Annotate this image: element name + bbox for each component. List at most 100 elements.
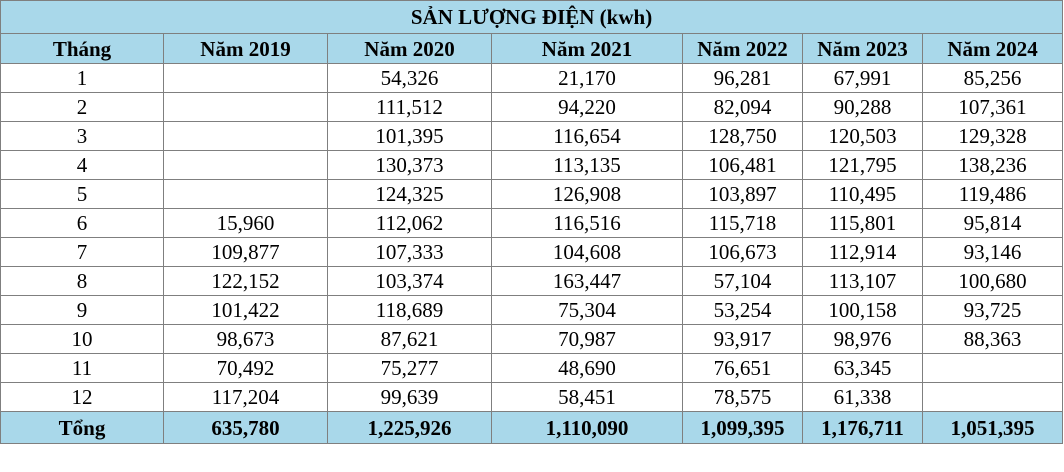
cell-6[interactable] [921,382,1064,412]
cell-3[interactable]: 163,447 [491,266,683,296]
cell-5[interactable]: 98,976 [802,324,923,354]
cell-0[interactable]: 1 [0,63,164,93]
cell-6[interactable]: 107,361 [921,92,1064,122]
cell-0[interactable]: 7 [0,237,164,267]
cell-2[interactable]: 54,326 [327,63,492,93]
cell-4[interactable]: 76,651 [682,353,803,383]
cell-6[interactable]: 138,236 [921,150,1064,180]
column-header-4[interactable]: Năm 2022 [682,33,803,64]
cell-1[interactable] [163,150,328,180]
cell-0[interactable]: 8 [0,266,164,296]
cell-3[interactable]: 116,516 [491,208,683,238]
cell-5[interactable]: 90,288 [802,92,923,122]
cell-0[interactable]: 9 [0,295,164,325]
column-header-5[interactable]: Năm 2023 [802,33,923,64]
cell-6[interactable] [921,353,1064,383]
cell-5[interactable]: 121,795 [802,150,923,180]
table-title[interactable]: SẢN LƯỢNG ĐIỆN (kwh) [0,0,1064,34]
cell-4[interactable]: 93,917 [682,324,803,354]
cell-5[interactable]: 67,991 [802,63,923,93]
cell-1[interactable] [163,179,328,209]
column-header-0[interactable]: Tháng [0,33,164,64]
cell-5[interactable]: 100,158 [802,295,923,325]
cell-0[interactable]: 6 [0,208,164,238]
column-header-1[interactable]: Năm 2019 [163,33,328,64]
cell-2[interactable]: 112,062 [327,208,492,238]
table-row: 3 101,395 116,654 128,750 120,503 129,328 [0,121,1064,151]
total-cell-4[interactable]: 1,099,395 [682,411,803,444]
cell-2[interactable]: 118,689 [327,295,492,325]
cell-3[interactable]: 126,908 [491,179,683,209]
cell-0[interactable]: 12 [0,382,164,412]
total-cell-6[interactable]: 1,051,395 [921,411,1064,444]
cell-6[interactable]: 119,486 [921,179,1064,209]
cell-5[interactable]: 61,338 [802,382,923,412]
total-cell-5[interactable]: 1,176,711 [802,411,923,444]
cell-2[interactable]: 130,373 [327,150,492,180]
cell-1[interactable]: 122,152 [163,266,328,296]
cell-4[interactable]: 106,673 [682,237,803,267]
cell-2[interactable]: 101,395 [327,121,492,151]
cell-6[interactable]: 93,146 [921,237,1064,267]
cell-1[interactable]: 101,422 [163,295,328,325]
cell-4[interactable]: 53,254 [682,295,803,325]
cell-5[interactable]: 112,914 [802,237,923,267]
cell-4[interactable]: 103,897 [682,179,803,209]
cell-0[interactable]: 10 [0,324,164,354]
cell-0[interactable]: 3 [0,121,164,151]
cell-3[interactable]: 113,135 [491,150,683,180]
total-cell-3[interactable]: 1,110,090 [491,411,683,444]
cell-6[interactable]: 93,725 [921,295,1064,325]
cell-1[interactable] [163,121,328,151]
cell-0[interactable]: 4 [0,150,164,180]
cell-4[interactable]: 115,718 [682,208,803,238]
cell-1[interactable]: 15,960 [163,208,328,238]
cell-1[interactable]: 70,492 [163,353,328,383]
cell-2[interactable]: 99,639 [327,382,492,412]
cell-3[interactable]: 48,690 [491,353,683,383]
cell-3[interactable]: 75,304 [491,295,683,325]
cell-4[interactable]: 78,575 [682,382,803,412]
cell-2[interactable]: 124,325 [327,179,492,209]
column-header-3[interactable]: Năm 2021 [491,33,683,64]
cell-6[interactable]: 100,680 [921,266,1064,296]
cell-2[interactable]: 103,374 [327,266,492,296]
total-cell-2[interactable]: 1,225,926 [327,411,492,444]
cell-6[interactable]: 95,814 [921,208,1064,238]
cell-5[interactable]: 115,801 [802,208,923,238]
cell-5[interactable]: 110,495 [802,179,923,209]
cell-6[interactable]: 85,256 [921,63,1064,93]
cell-4[interactable]: 128,750 [682,121,803,151]
cell-0[interactable]: 5 [0,179,164,209]
total-cell-1[interactable]: 635,780 [163,411,328,444]
total-cell-0[interactable]: Tổng [0,411,164,444]
column-header-2[interactable]: Năm 2020 [327,33,492,64]
column-header-6[interactable]: Năm 2024 [921,33,1064,64]
cell-2[interactable]: 87,621 [327,324,492,354]
cell-5[interactable]: 113,107 [802,266,923,296]
cell-3[interactable]: 21,170 [491,63,683,93]
cell-1[interactable]: 109,877 [163,237,328,267]
cell-3[interactable]: 104,608 [491,237,683,267]
cell-5[interactable]: 63,345 [802,353,923,383]
cell-1[interactable]: 98,673 [163,324,328,354]
cell-2[interactable]: 75,277 [327,353,492,383]
cell-2[interactable]: 107,333 [327,237,492,267]
cell-4[interactable]: 57,104 [682,266,803,296]
cell-0[interactable]: 2 [0,92,164,122]
cell-3[interactable]: 116,654 [491,121,683,151]
cell-2[interactable]: 111,512 [327,92,492,122]
cell-5[interactable]: 120,503 [802,121,923,151]
cell-1[interactable]: 117,204 [163,382,328,412]
cell-4[interactable]: 96,281 [682,63,803,93]
cell-1[interactable] [163,92,328,122]
cell-6[interactable]: 88,363 [921,324,1064,354]
cell-4[interactable]: 106,481 [682,150,803,180]
cell-3[interactable]: 58,451 [491,382,683,412]
cell-0[interactable]: 11 [0,353,164,383]
cell-4[interactable]: 82,094 [682,92,803,122]
cell-3[interactable]: 70,987 [491,324,683,354]
cell-3[interactable]: 94,220 [491,92,683,122]
cell-6[interactable]: 129,328 [921,121,1064,151]
cell-1[interactable] [163,63,328,93]
